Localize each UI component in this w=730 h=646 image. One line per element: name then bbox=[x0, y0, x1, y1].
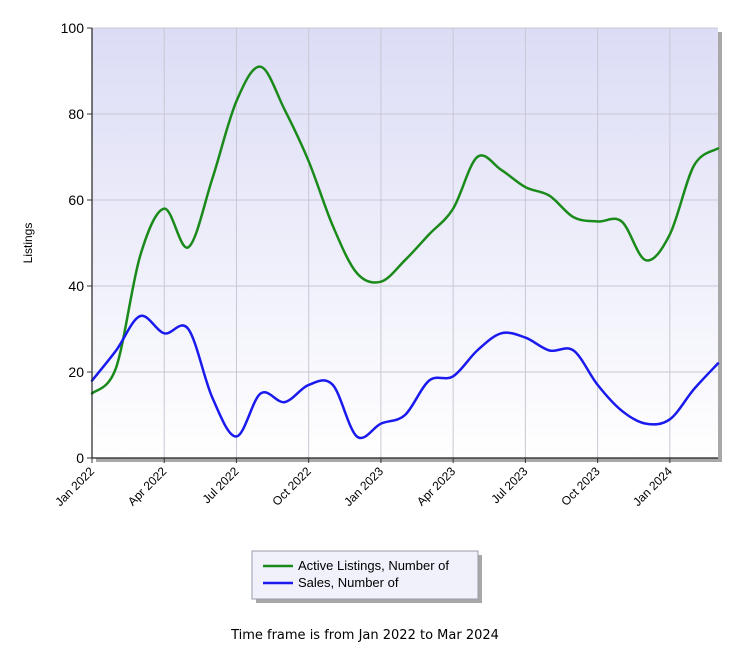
x-tick-label: Jul 2023 bbox=[489, 464, 531, 506]
legend: Active Listings, Number of Sales, Number… bbox=[251, 550, 482, 603]
y-axis-ticks: 0 20 40 60 80 100 bbox=[61, 20, 92, 466]
x-axis-ticks: Jan 2022 Apr 2022 Jul 2022 Oct 2022 Jan 2023… bbox=[52, 458, 675, 509]
y-tick-label: 80 bbox=[68, 106, 84, 122]
y-tick-label: 0 bbox=[76, 450, 84, 466]
axes bbox=[91, 28, 718, 459]
y-tick-label: 60 bbox=[68, 192, 84, 208]
y-tick-label: 40 bbox=[68, 278, 84, 294]
legend-label-sales: Sales, Number of bbox=[298, 575, 399, 590]
series-layer bbox=[90, 65, 720, 440]
x-tick-label: Jan 2023 bbox=[341, 464, 386, 509]
time-frame-caption: Time frame is from Jan 2022 to Mar 2024 bbox=[231, 628, 499, 643]
x-tick-label: Apr 2023 bbox=[414, 464, 459, 509]
x-tick-label: Jan 2022 bbox=[52, 464, 97, 509]
x-tick-label: Oct 2023 bbox=[558, 464, 603, 509]
grid-lines bbox=[92, 27, 718, 458]
series-line-sales bbox=[90, 314, 720, 440]
series-line-active-listings bbox=[90, 65, 720, 395]
x-tick-label: Apr 2022 bbox=[125, 464, 170, 509]
y-axis-label: Listings bbox=[21, 223, 35, 264]
x-tick-label: Oct 2022 bbox=[269, 464, 314, 509]
legend-label-active-listings: Active Listings, Number of bbox=[298, 558, 449, 573]
x-tick-label: Jul 2022 bbox=[200, 464, 242, 506]
plot-area bbox=[92, 28, 718, 458]
x-tick-label: Jan 2024 bbox=[630, 464, 675, 509]
legend-box bbox=[251, 550, 479, 600]
y-tick-label: 100 bbox=[61, 20, 85, 36]
y-tick-label: 20 bbox=[68, 364, 84, 380]
